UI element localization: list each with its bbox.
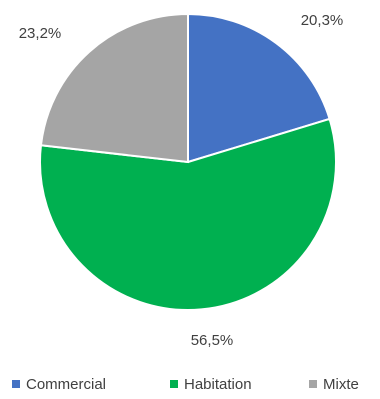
legend-label-habitation: Habitation xyxy=(184,376,252,393)
data-labels: 20,3% 56,5% 23,2% xyxy=(19,12,344,349)
pie-slice-commercial xyxy=(187,12,331,164)
data-label-habitation: 56,5% xyxy=(191,332,234,349)
pie-slice-mixte xyxy=(39,12,189,164)
pie-slices xyxy=(39,12,337,311)
legend: Commercial Habitation Mixte xyxy=(12,376,359,393)
legend-swatch-habitation xyxy=(170,380,178,388)
data-label-commercial: 20,3% xyxy=(301,12,344,29)
legend-label-commercial: Commercial xyxy=(26,376,106,393)
legend-swatch-mixte xyxy=(309,380,317,388)
pie-slice-habitation xyxy=(39,117,337,311)
data-label-mixte: 23,2% xyxy=(19,25,62,42)
legend-swatch-commercial xyxy=(12,380,20,388)
legend-label-mixte: Mixte xyxy=(323,376,359,393)
